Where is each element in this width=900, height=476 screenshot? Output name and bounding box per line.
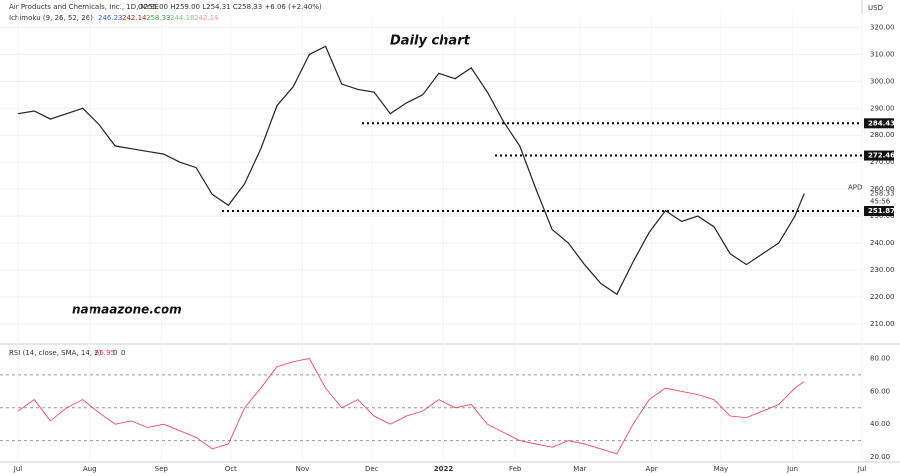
- level-label: 284.43: [868, 119, 895, 127]
- annotation: Daily chart: [390, 34, 471, 49]
- last-price-label: 258.33: [870, 190, 895, 198]
- x-tick-label: Jul: [857, 465, 867, 473]
- x-tick-label: Jul: [13, 465, 23, 473]
- countdown: 45:56: [870, 198, 891, 206]
- x-tick-label: May: [714, 465, 728, 473]
- indicator-value: 244.18: [170, 14, 195, 22]
- x-tick-label: Feb: [509, 465, 522, 473]
- indicator-value: 242.14: [122, 14, 147, 22]
- indicator-value: 258.33: [146, 14, 171, 22]
- symbol-label: APD: [848, 184, 862, 192]
- x-tick-label: Dec: [365, 465, 379, 473]
- rsi-tick-label: 20.00: [870, 453, 890, 461]
- chart-title: Air Products and Chemicals, Inc., 1D, NY…: [9, 3, 159, 11]
- x-tick-label: Mar: [573, 465, 586, 473]
- rsi-extra: 0: [121, 349, 125, 357]
- indicator-title: Ichimoku (9, 26, 52, 26): [9, 14, 93, 22]
- y-tick-label: 310.00: [870, 50, 895, 58]
- rsi-tick-label: 60.00: [870, 387, 890, 395]
- price-line: [17, 45, 805, 296]
- x-tick-label: Sep: [155, 465, 169, 473]
- y-tick-label: 250.00: [870, 212, 895, 220]
- level-label: 251.87: [868, 207, 895, 215]
- x-tick-label: Nov: [296, 465, 310, 473]
- y-tick-label: 240.00: [870, 239, 895, 247]
- rsi-title: RSI (14, close, SMA, 14, 2): [9, 349, 102, 357]
- indicator-value: 246.23: [98, 14, 123, 22]
- x-tick-label: Oct: [225, 465, 237, 473]
- x-tick-label: Aug: [83, 465, 97, 473]
- level-label-box: [864, 206, 894, 217]
- rsi-tick-label: 40.00: [870, 420, 890, 428]
- ohlc: O255.00 H259.00 L254.31 C258.33 +6.06 (+…: [138, 3, 322, 11]
- level-label-box: [864, 118, 894, 129]
- y-tick-label: 210.00: [870, 320, 895, 328]
- level-label-box: [864, 150, 894, 161]
- y-tick-label: 280.00: [870, 131, 895, 139]
- rsi-extra: 0: [113, 349, 117, 357]
- x-tick-label: Jun: [786, 465, 798, 473]
- y-tick-label: 220.00: [870, 293, 895, 301]
- y-tick-label: 300.00: [870, 77, 895, 85]
- y-tick-label: 270.00: [870, 158, 895, 166]
- x-tick-label: Apr: [646, 465, 658, 473]
- indicator-value: 242.14: [194, 14, 219, 22]
- y-tick-label: 260.00: [870, 185, 895, 193]
- y-tick-label: 230.00: [870, 266, 895, 274]
- x-tick-label: 2022: [434, 465, 454, 473]
- level-label: 272.46: [868, 152, 895, 160]
- rsi-tick-label: 80.00: [870, 355, 890, 363]
- rsi-value: 65.95: [95, 349, 115, 357]
- rsi-line: [17, 358, 805, 455]
- currency: USD: [868, 4, 883, 12]
- watermark: namaazone.com: [72, 303, 182, 317]
- y-tick-label: 290.00: [870, 104, 895, 112]
- y-tick-label: 320.00: [870, 23, 895, 31]
